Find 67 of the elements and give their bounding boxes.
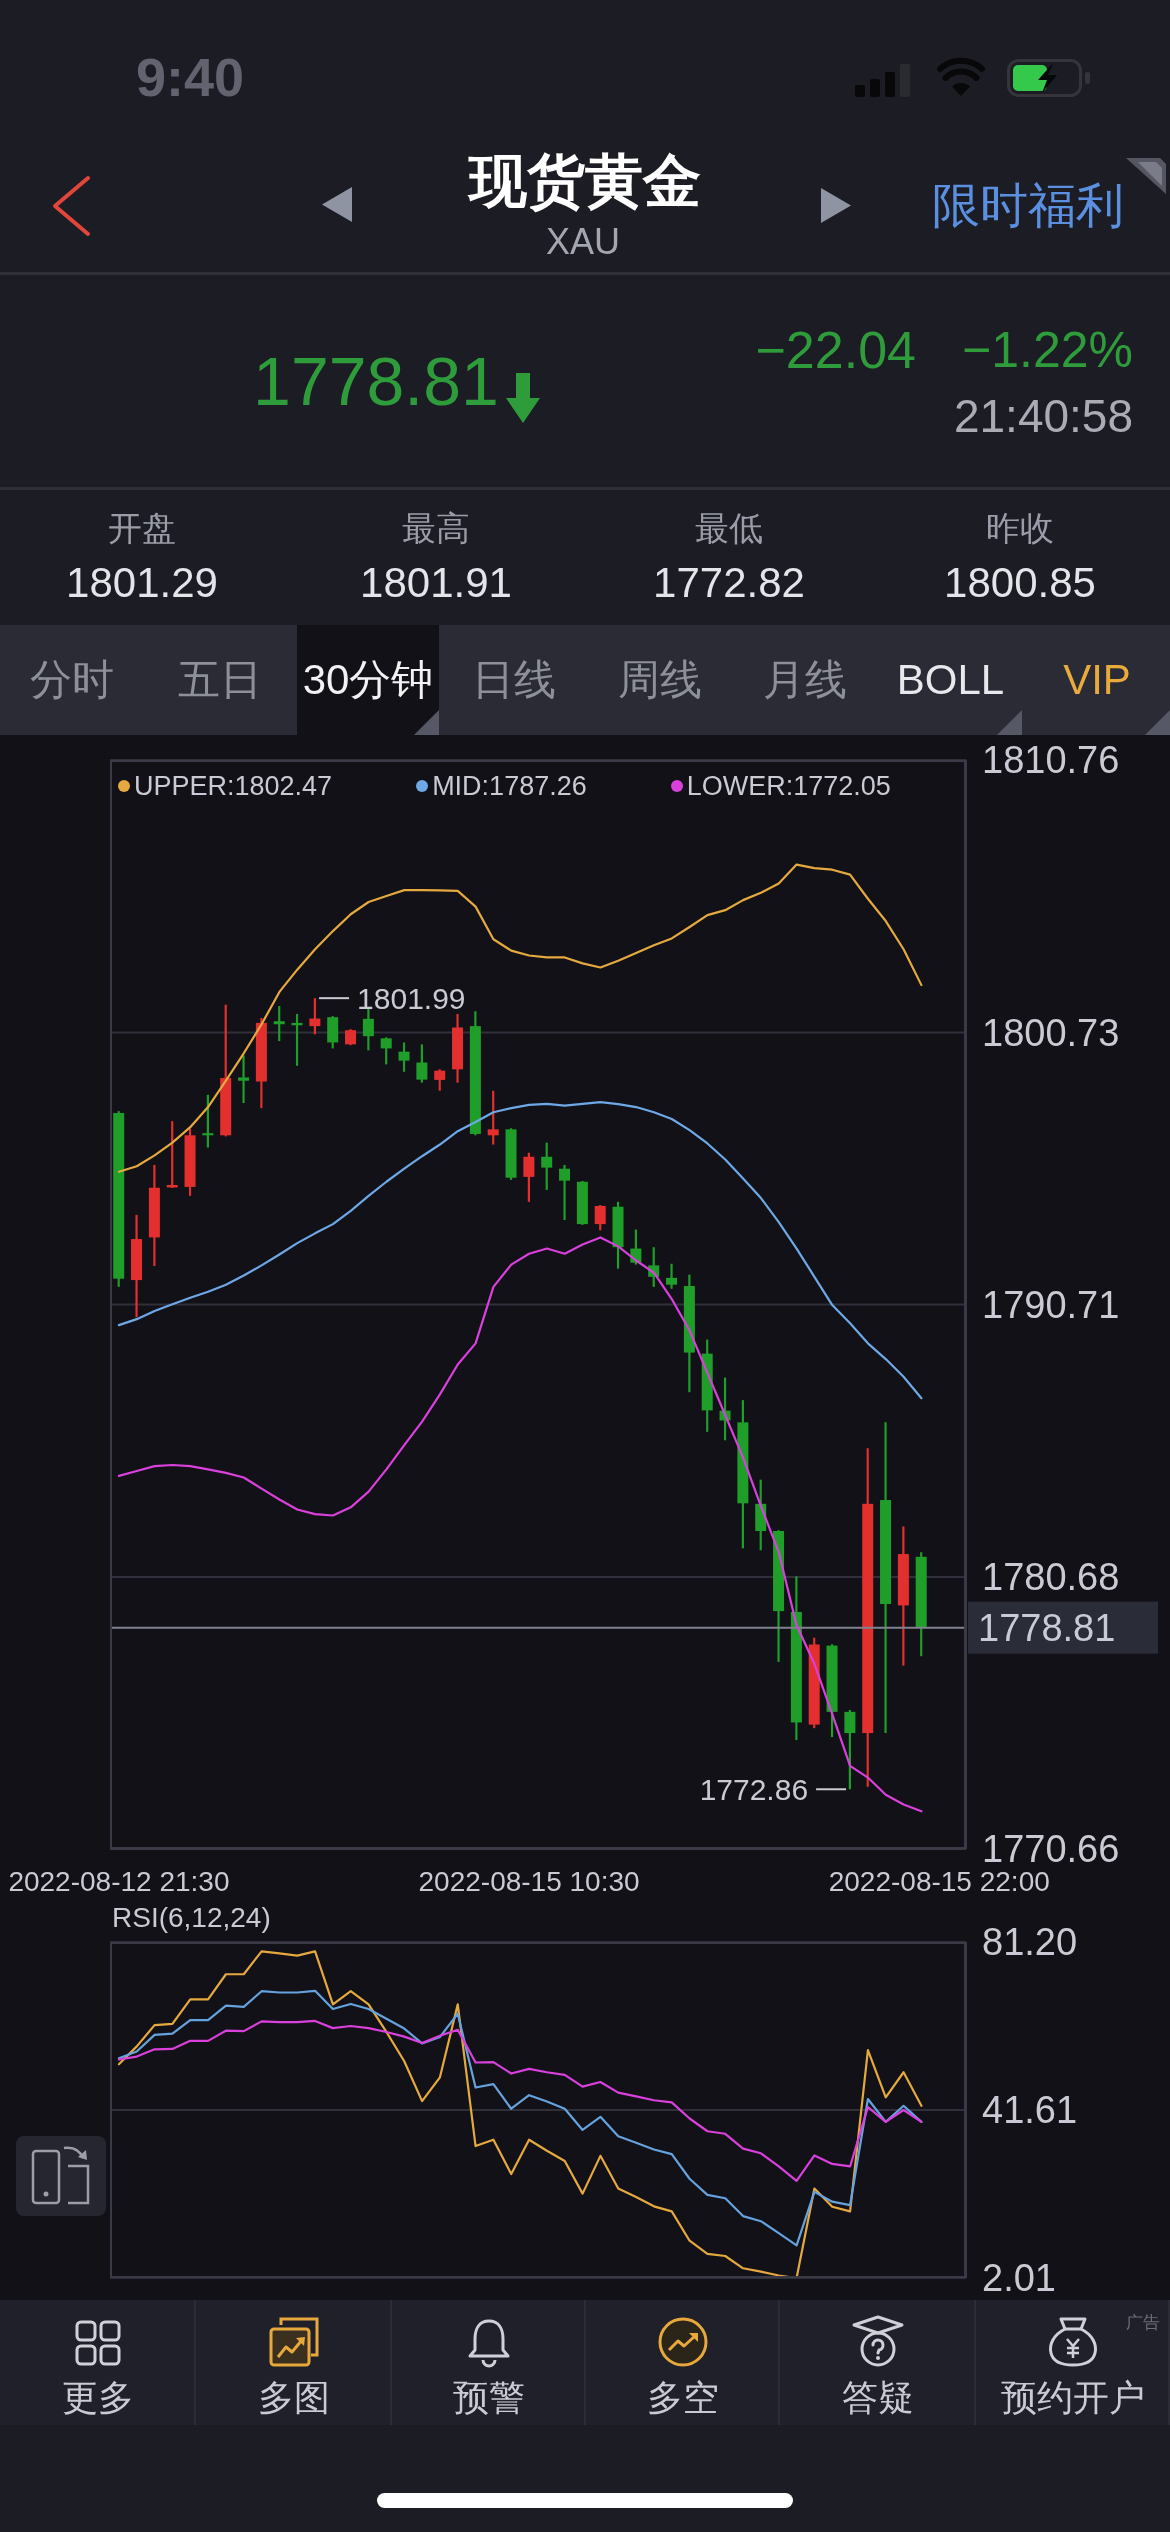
candlestick	[380, 1036, 392, 1066]
annotation: 1801.99	[357, 981, 466, 1015]
text: 限时福利	[932, 178, 1124, 234]
candlestick	[666, 1262, 678, 1290]
chart-title: RSI(6,12,24)	[112, 1901, 271, 1935]
candlestick	[487, 1089, 499, 1146]
text: 广告	[1126, 2313, 1160, 2333]
y-tick-label: 1790.71	[982, 1283, 1120, 1326]
text: 开盘	[108, 507, 176, 549]
text: 30分钟	[302, 655, 434, 705]
line-series	[117, 2019, 923, 2182]
line-series	[117, 1236, 923, 1813]
candlestick	[398, 1041, 410, 1073]
candlestick	[309, 997, 321, 1036]
y-tick-label: 1810.76	[982, 739, 1120, 782]
candlestick	[416, 1043, 428, 1084]
text: −1.22%	[962, 321, 1133, 380]
text: 1800.85	[944, 558, 1096, 608]
text: 9:40	[135, 45, 245, 109]
legend-label: UPPER:1802.47	[134, 770, 333, 802]
text: 答疑	[842, 2375, 914, 2419]
text: 1801.91	[360, 558, 512, 608]
text: 21:40:58	[953, 388, 1133, 444]
candlestick	[594, 1204, 606, 1232]
ref-line-label: 1778.81	[978, 1607, 1116, 1650]
text: 日线	[471, 655, 556, 705]
text: 现货黄金	[469, 147, 701, 215]
annotation: 1772.86	[699, 1773, 809, 1807]
legend-label: MID:1787.26	[432, 770, 587, 802]
text: 月线	[763, 655, 847, 705]
legend-label: LOWER:1772.05	[686, 770, 891, 802]
y-tick-label: 2.01	[982, 2257, 1056, 2300]
y-tick-label: 1800.73	[982, 1011, 1120, 1054]
text: 预警	[453, 2375, 525, 2419]
y-tick-label: 81.20	[982, 1921, 1078, 1964]
candlestick	[273, 1004, 285, 1043]
text: −22.04	[755, 320, 916, 381]
text: 1801.29	[66, 558, 218, 608]
line-series	[117, 863, 923, 1173]
y-tick-label: 1780.68	[982, 1556, 1120, 1599]
text: XAU	[545, 219, 621, 263]
text: 周线	[617, 655, 702, 705]
text: 分时	[29, 655, 114, 705]
candlestick	[202, 1093, 214, 1149]
candlestick	[238, 1054, 250, 1105]
text: 多图	[258, 2375, 330, 2419]
text: 1772.82	[653, 558, 805, 608]
text: 1778.81	[253, 342, 499, 421]
text: 多空	[647, 2375, 719, 2419]
x-tick-label: 2022-08-15 10:30	[418, 1865, 640, 1897]
text: 更多	[62, 2375, 134, 2419]
text: 最高	[402, 507, 470, 549]
text: 昨收	[986, 507, 1054, 549]
text: VIP	[1063, 655, 1131, 705]
x-tick-label: 2022-08-12 21:30	[8, 1865, 230, 1897]
line-series	[117, 1950, 923, 2278]
text: 预约开户	[1001, 2375, 1145, 2419]
text: 五日	[178, 655, 262, 705]
candlestick	[523, 1151, 535, 1203]
text: 最低	[695, 507, 763, 549]
text: BOLL	[896, 655, 1005, 705]
candlestick	[559, 1163, 571, 1222]
candlestick	[541, 1141, 553, 1191]
line-series	[117, 1101, 923, 1400]
y-tick-label: 41.61	[982, 2089, 1078, 2132]
candlestick	[844, 1708, 856, 1791]
candlestick	[434, 1068, 446, 1092]
